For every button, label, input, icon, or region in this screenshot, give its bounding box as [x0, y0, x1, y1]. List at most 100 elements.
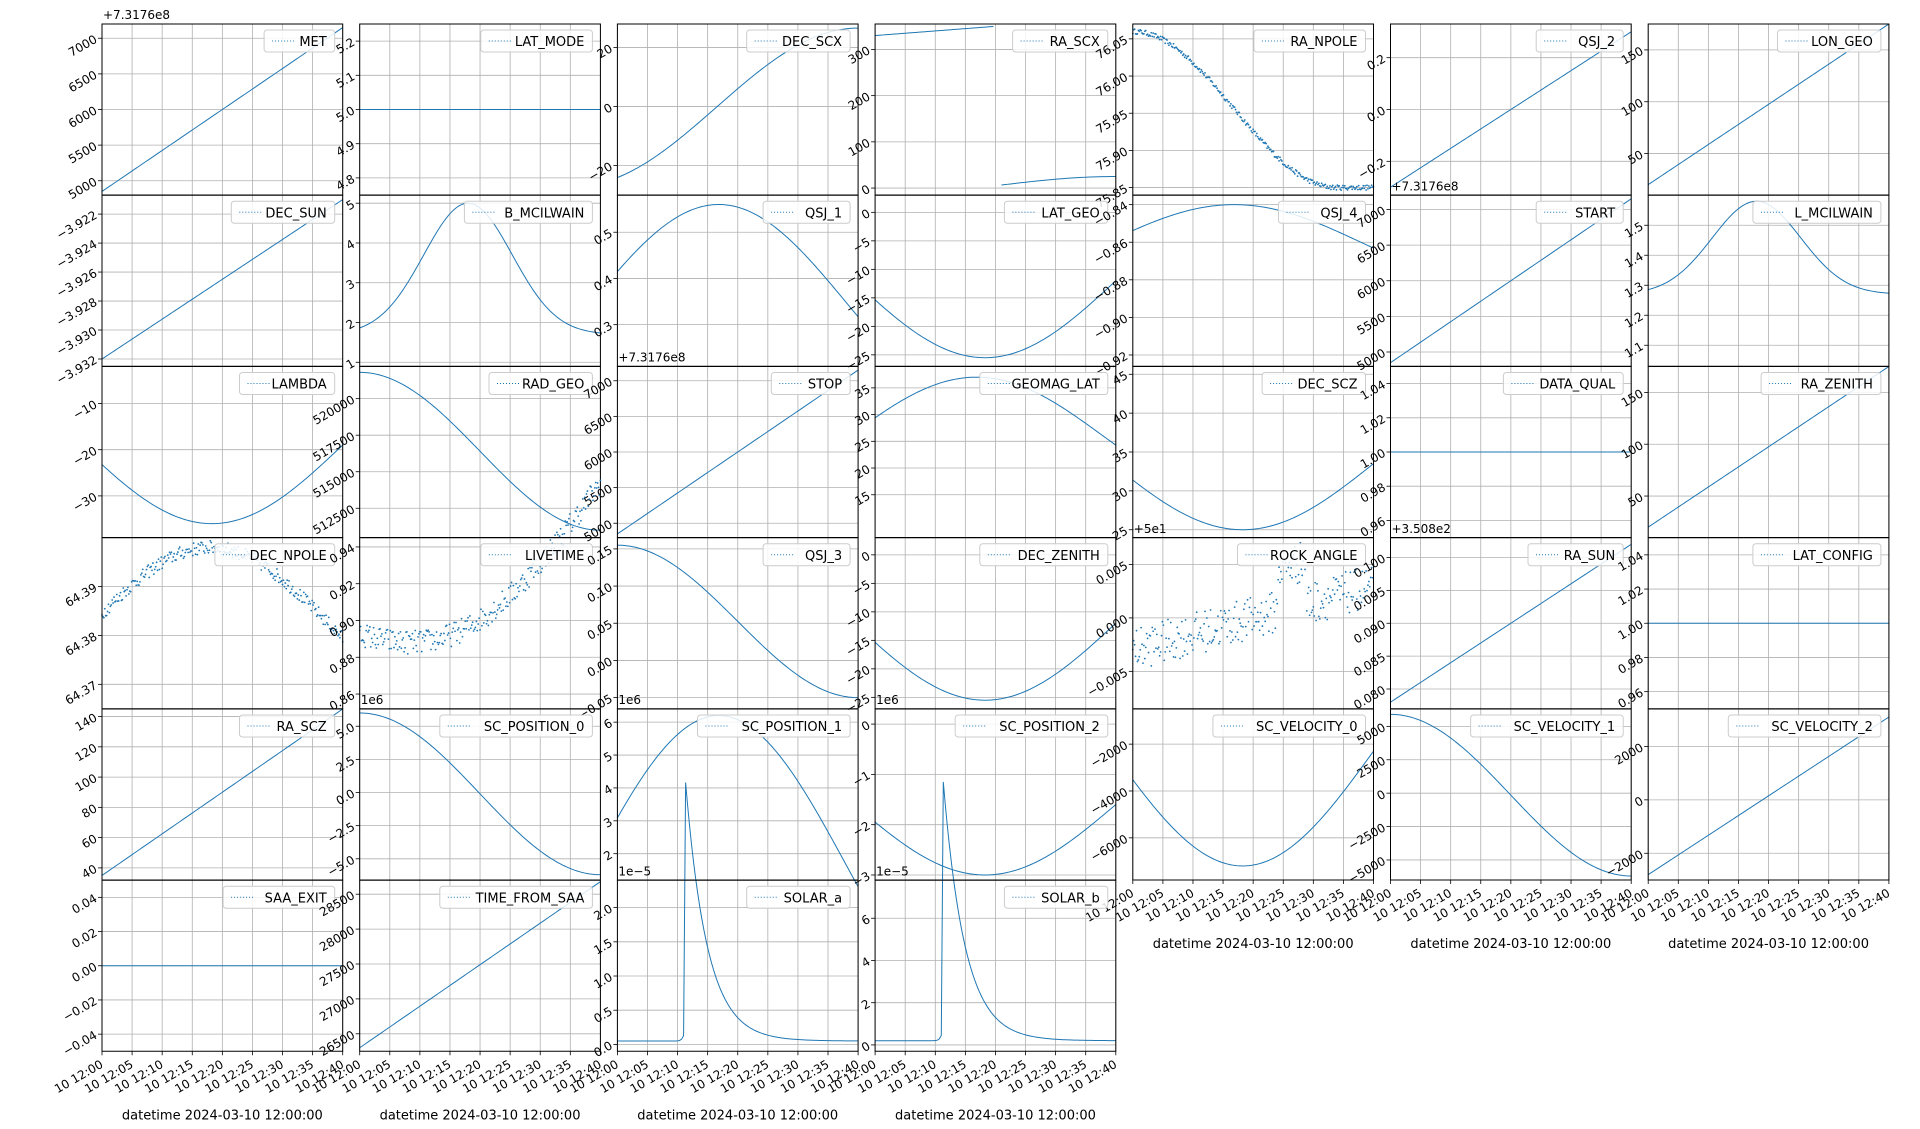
data-point — [387, 638, 390, 641]
data-point — [454, 630, 456, 633]
data-point — [469, 627, 472, 630]
data-point — [309, 602, 312, 605]
data-point — [1352, 596, 1355, 598]
data-point — [145, 568, 148, 571]
data-point — [1260, 601, 1263, 604]
data-point — [1365, 189, 1367, 191]
data-point — [1256, 135, 1259, 138]
data-point — [1319, 185, 1322, 188]
y-tick-label: 0.96 — [1358, 514, 1388, 539]
data-point — [1211, 640, 1214, 642]
data-point — [1168, 650, 1171, 653]
data-point — [1135, 629, 1138, 632]
data-point — [1168, 637, 1170, 640]
data-point — [1350, 595, 1353, 598]
data-point — [445, 624, 448, 627]
y-tick-label: 0.04 — [69, 891, 99, 916]
data-point — [1287, 164, 1290, 167]
data-point — [208, 549, 211, 552]
data-point — [394, 643, 397, 646]
data-point — [1292, 171, 1295, 174]
legend-label: SC_POSITION_0 — [484, 720, 585, 735]
data-point — [1234, 108, 1237, 111]
data-point — [1194, 618, 1197, 620]
y-tick-label: 520000 — [311, 393, 358, 428]
data-point — [151, 569, 153, 572]
data-point — [451, 631, 454, 634]
data-point — [287, 584, 289, 587]
x-axis-label: datetime 2024-03-10 12:00:00 — [637, 1108, 838, 1123]
subplot-dec-sun: −3.932−3.930−3.928−3.926−3.924−3.922 DEC_… — [54, 194, 344, 387]
legend-box — [1253, 29, 1367, 53]
data-point — [140, 572, 143, 575]
y-tick-label: 6 — [601, 716, 615, 732]
data-point — [408, 635, 411, 638]
data-point — [468, 628, 470, 631]
data-point — [1306, 179, 1309, 182]
data-point — [124, 589, 127, 592]
data-point — [155, 561, 158, 564]
x-axis-label: datetime 2024-03-10 12:00:00 — [1410, 937, 1611, 952]
data-point — [134, 579, 137, 582]
data-point — [1181, 655, 1184, 657]
data-point — [520, 577, 523, 579]
data-point — [368, 626, 371, 628]
legend-label: LON_GEO — [1811, 35, 1873, 50]
data-point — [1136, 33, 1139, 35]
data-point — [1308, 614, 1311, 617]
data-point — [463, 627, 466, 630]
y-tick-label: 75.90 — [1094, 144, 1131, 173]
data-point — [442, 643, 444, 646]
data-point — [1240, 116, 1243, 119]
data-point — [198, 549, 201, 552]
data-point — [182, 557, 185, 560]
data-point — [1353, 571, 1355, 574]
data-point — [1245, 634, 1248, 637]
y-tick-label: 26500 — [317, 1028, 357, 1059]
data-point — [1290, 169, 1293, 171]
subplot-sc-position-1: 2 3 4 5 6 SC_POSITION_1 1e6 — [601, 693, 859, 887]
data-point — [1326, 618, 1329, 621]
data-point — [493, 601, 495, 604]
data-point — [374, 643, 377, 646]
series-line — [1390, 543, 1632, 703]
data-point — [591, 489, 593, 492]
data-point — [1251, 628, 1254, 631]
data-point — [1228, 100, 1230, 103]
data-point — [504, 597, 506, 600]
data-point — [320, 617, 323, 620]
data-point — [1350, 185, 1353, 188]
legend-box — [1003, 885, 1109, 909]
data-point — [1167, 618, 1169, 621]
legend-box — [1535, 29, 1624, 53]
data-point — [121, 598, 124, 601]
data-point — [122, 587, 125, 589]
data-point — [337, 634, 339, 637]
data-point — [559, 527, 562, 530]
data-point — [458, 642, 461, 644]
data-point — [129, 590, 132, 593]
data-point — [206, 549, 209, 552]
data-point — [1280, 160, 1283, 162]
data-point — [301, 601, 304, 603]
data-point — [1302, 176, 1305, 178]
data-point — [1305, 609, 1308, 612]
data-point — [433, 640, 436, 643]
data-point — [382, 641, 385, 643]
series-line — [617, 782, 859, 1042]
data-point — [468, 615, 471, 617]
data-point — [1144, 646, 1147, 649]
data-point — [1267, 630, 1270, 633]
data-point — [201, 541, 203, 544]
data-point — [1163, 659, 1166, 662]
legend-label: QSJ_2 — [1578, 35, 1615, 50]
data-point — [163, 557, 165, 559]
data-point — [111, 599, 114, 601]
data-point — [285, 587, 288, 590]
data-point — [429, 634, 431, 636]
y-tick-label: 80 — [79, 801, 99, 821]
data-point — [1315, 182, 1318, 185]
series-line — [874, 804, 1117, 876]
data-point — [1364, 590, 1367, 593]
